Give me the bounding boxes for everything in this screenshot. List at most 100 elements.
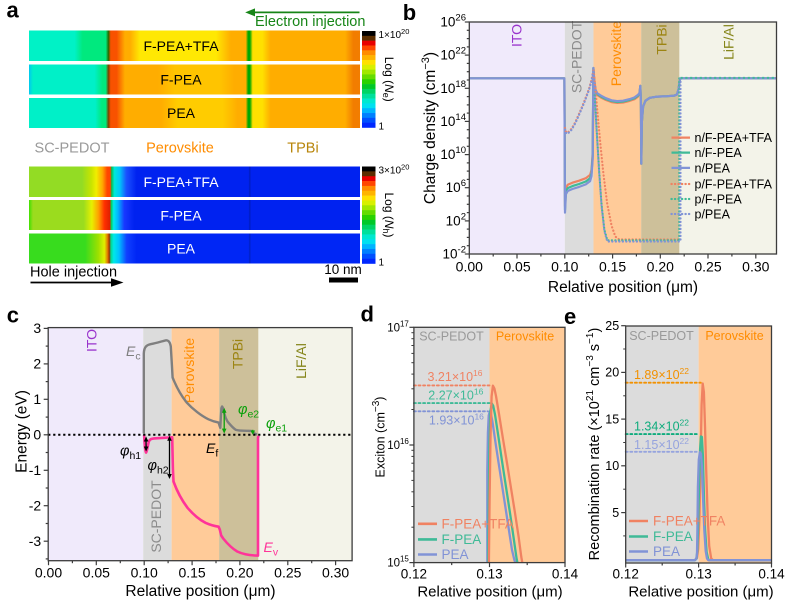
svg-text:25: 25 bbox=[605, 319, 619, 333]
svg-text:n/F-PEA: n/F-PEA bbox=[695, 146, 743, 160]
svg-text:e: e bbox=[564, 304, 576, 329]
svg-text:5: 5 bbox=[612, 506, 619, 520]
svg-text:F-PEA+TFA: F-PEA+TFA bbox=[442, 516, 514, 531]
svg-text:1016: 1016 bbox=[387, 437, 409, 452]
svg-text:10: 10 bbox=[605, 459, 619, 473]
svg-text:1026: 1026 bbox=[440, 13, 466, 30]
svg-text:0.00: 0.00 bbox=[456, 259, 483, 275]
svg-text:SC-PEDOT: SC-PEDOT bbox=[569, 20, 585, 93]
svg-text:1.15×1022: 1.15×1022 bbox=[634, 436, 689, 452]
svg-text:Log (Ne): Log (Ne) bbox=[381, 57, 396, 102]
svg-text:10 nm: 10 nm bbox=[324, 262, 362, 277]
svg-text:n/PEA: n/PEA bbox=[695, 161, 731, 175]
svg-text:F-PEA+TFA: F-PEA+TFA bbox=[653, 514, 725, 529]
svg-text:15: 15 bbox=[605, 412, 619, 426]
svg-text:SC-PEDOT: SC-PEDOT bbox=[419, 330, 484, 344]
svg-text:0.30: 0.30 bbox=[742, 259, 769, 275]
svg-text:Relative position (μm): Relative position (μm) bbox=[417, 584, 562, 601]
svg-text:0.13: 0.13 bbox=[476, 567, 502, 582]
svg-text:0.05: 0.05 bbox=[83, 565, 110, 581]
svg-text:2: 2 bbox=[33, 356, 41, 372]
svg-text:SC-PEDOT: SC-PEDOT bbox=[629, 329, 694, 343]
svg-text:p/F-PEA: p/F-PEA bbox=[695, 192, 743, 206]
svg-text:-2: -2 bbox=[29, 498, 42, 514]
svg-text:SC-PEDOT: SC-PEDOT bbox=[148, 480, 164, 553]
svg-text:Perovskite: Perovskite bbox=[181, 338, 197, 404]
svg-text:1022: 1022 bbox=[440, 46, 466, 63]
svg-text:c: c bbox=[7, 303, 19, 328]
svg-text:LiF/Al: LiF/Al bbox=[293, 343, 309, 379]
svg-text:106: 106 bbox=[446, 178, 466, 195]
svg-text:Log (Nh): Log (Nh) bbox=[381, 192, 396, 237]
svg-text:Relative position (μm): Relative position (μm) bbox=[628, 584, 773, 601]
svg-text:F-PEA+TFA: F-PEA+TFA bbox=[143, 38, 219, 54]
svg-text:0.10: 0.10 bbox=[131, 565, 158, 581]
svg-text:n/F-PEA+TFA: n/F-PEA+TFA bbox=[695, 131, 773, 145]
svg-text:Recombination rate (×1021 cm−: Recombination rate (×1021 cm−3 s−1) bbox=[585, 328, 603, 561]
svg-text:3: 3 bbox=[33, 320, 41, 336]
svg-text:ITO: ITO bbox=[509, 24, 525, 47]
svg-text:0.20: 0.20 bbox=[226, 565, 253, 581]
svg-text:0.14: 0.14 bbox=[758, 567, 785, 582]
svg-text:-1: -1 bbox=[29, 462, 42, 478]
svg-text:F-PEA: F-PEA bbox=[160, 208, 202, 224]
svg-text:LiF/Al: LiF/Al bbox=[721, 24, 737, 60]
svg-text:p/F-PEA+TFA: p/F-PEA+TFA bbox=[695, 177, 773, 191]
svg-text:Exciton (cm−3): Exciton (cm−3) bbox=[371, 397, 388, 478]
svg-text:1: 1 bbox=[33, 391, 41, 407]
svg-text:F-PEA: F-PEA bbox=[442, 532, 482, 547]
svg-text:0.10: 0.10 bbox=[551, 259, 578, 275]
svg-text:a: a bbox=[7, 0, 20, 23]
svg-text:Perovskite: Perovskite bbox=[146, 141, 214, 157]
svg-text:Relative position (μm): Relative position (μm) bbox=[548, 279, 698, 296]
svg-text:0.00: 0.00 bbox=[35, 565, 62, 581]
svg-text:p/PEA: p/PEA bbox=[695, 207, 731, 221]
svg-text:2.27×1016: 2.27×1016 bbox=[428, 387, 483, 403]
svg-text:1014: 1014 bbox=[440, 112, 466, 129]
svg-text:PEA: PEA bbox=[167, 105, 196, 121]
svg-text:PEA: PEA bbox=[442, 547, 469, 562]
svg-text:Relative position (μm): Relative position (μm) bbox=[125, 583, 275, 600]
svg-text:PEA: PEA bbox=[167, 241, 196, 257]
svg-text:0.20: 0.20 bbox=[647, 259, 674, 275]
svg-text:0: 0 bbox=[33, 427, 41, 443]
svg-text:0.15: 0.15 bbox=[599, 259, 626, 275]
svg-text:1: 1 bbox=[379, 258, 385, 269]
svg-text:0.30: 0.30 bbox=[322, 565, 349, 581]
svg-text:1.34×1022: 1.34×1022 bbox=[634, 418, 689, 434]
svg-text:0.14: 0.14 bbox=[552, 567, 579, 582]
svg-text:F-PEA: F-PEA bbox=[160, 72, 202, 88]
svg-text:Energy (eV): Energy (eV) bbox=[14, 390, 31, 473]
svg-text:0.05: 0.05 bbox=[503, 259, 530, 275]
svg-text:1.89×1022: 1.89×1022 bbox=[634, 366, 689, 382]
svg-text:Electron injection: Electron injection bbox=[255, 14, 365, 30]
svg-text:d: d bbox=[361, 302, 374, 327]
svg-text:Perovskite: Perovskite bbox=[608, 21, 624, 87]
svg-text:F-PEA+TFA: F-PEA+TFA bbox=[143, 174, 219, 190]
svg-text:0.25: 0.25 bbox=[694, 259, 721, 275]
svg-text:Ef: Ef bbox=[206, 440, 218, 460]
svg-text:0.12: 0.12 bbox=[613, 567, 639, 582]
svg-text:0.25: 0.25 bbox=[274, 565, 301, 581]
svg-text:3.21×1016: 3.21×1016 bbox=[428, 368, 483, 384]
svg-text:1017: 1017 bbox=[387, 319, 409, 334]
svg-text:1: 1 bbox=[379, 122, 385, 133]
svg-text:SC-PEDOT: SC-PEDOT bbox=[35, 141, 110, 157]
svg-text:1010: 1010 bbox=[440, 145, 466, 162]
svg-text:0.15: 0.15 bbox=[178, 565, 205, 581]
svg-text:0.12: 0.12 bbox=[401, 567, 427, 582]
svg-text:F-PEA: F-PEA bbox=[653, 529, 693, 544]
svg-text:-3: -3 bbox=[29, 533, 42, 549]
svg-text:TPBi: TPBi bbox=[653, 24, 669, 54]
svg-text:ITO: ITO bbox=[84, 329, 100, 352]
svg-text:TPBi: TPBi bbox=[287, 141, 318, 157]
svg-text:20: 20 bbox=[605, 366, 619, 380]
svg-text:Hole injection: Hole injection bbox=[30, 265, 117, 281]
svg-text:0.13: 0.13 bbox=[685, 567, 711, 582]
svg-text:Perovskite: Perovskite bbox=[705, 329, 763, 343]
svg-text:1×1020: 1×1020 bbox=[379, 27, 410, 41]
svg-text:Charge density (cm−3): Charge density (cm−3) bbox=[420, 52, 439, 204]
svg-text:b: b bbox=[403, 0, 416, 25]
svg-text:PEA: PEA bbox=[653, 544, 680, 559]
svg-text:1.93×1016: 1.93×1016 bbox=[429, 412, 484, 428]
